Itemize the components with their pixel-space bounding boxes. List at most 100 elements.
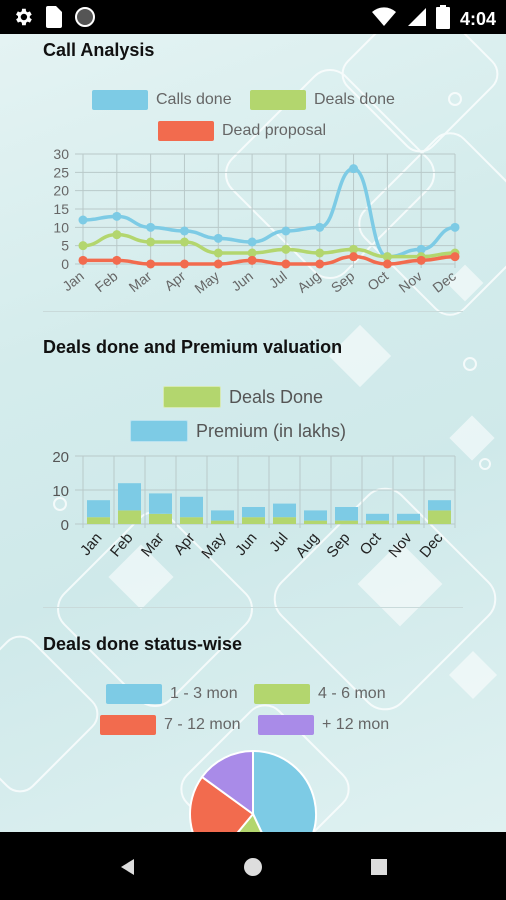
legend-swatch (130, 420, 188, 442)
data-point (179, 226, 189, 236)
battery-icon (435, 5, 450, 34)
data-point (146, 222, 156, 232)
data-point (213, 259, 223, 269)
data-point (281, 226, 291, 236)
legend-label: 1 - 3 mon (170, 685, 238, 702)
bar (304, 510, 327, 521)
bar (242, 507, 265, 518)
bar (149, 493, 172, 514)
legend-premium[interactable]: Premium (in lakhs) (130, 420, 346, 442)
x-tick-label: Jul (266, 530, 291, 556)
data-point (112, 255, 122, 265)
home-button[interactable] (238, 852, 268, 882)
bar (366, 513, 389, 521)
data-point (450, 252, 460, 262)
y-tick-label: 25 (53, 164, 69, 180)
y-tick-label: 10 (52, 483, 69, 500)
y-tick-label: 5 (61, 238, 69, 254)
legend-label: + 12 mon (322, 716, 390, 733)
legend-label: Deals done (314, 91, 395, 108)
bar (335, 507, 358, 521)
x-tick-label: Feb (107, 530, 137, 561)
legend-swatch (258, 715, 314, 735)
call-analysis-title: Call Analysis (43, 40, 155, 60)
legend-12-plus-mon[interactable]: + 12 mon (258, 715, 389, 735)
data-point (146, 259, 156, 269)
legend-1-3-mon[interactable]: 1 - 3 mon (106, 684, 238, 704)
x-tick-label: Nov (396, 268, 425, 296)
data-point (146, 237, 156, 247)
x-tick-label: Sep (323, 530, 353, 561)
y-tick-label: 20 (53, 183, 69, 199)
legend-label: Dead proposal (222, 122, 327, 139)
sim-card-icon (46, 6, 62, 33)
data-point (112, 230, 122, 240)
legend-4-6-mon[interactable]: 4 - 6 mon (254, 684, 386, 704)
x-tick-label: Apr (171, 530, 199, 559)
x-tick-label: Mar (138, 530, 168, 561)
y-tick-label: 30 (53, 146, 69, 162)
status-wise-pie-chart (189, 749, 317, 832)
data-point (247, 248, 257, 258)
x-tick-label: Dec (416, 529, 446, 561)
data-point (382, 252, 392, 262)
home-icon (244, 858, 262, 876)
bar (211, 510, 234, 521)
data-point (416, 255, 426, 265)
back-icon (121, 859, 134, 875)
back-button[interactable] (112, 852, 142, 882)
x-tick-label: Nov (385, 529, 415, 561)
legend-dead-proposal[interactable]: Dead proposal (158, 121, 326, 141)
pie-slice (252, 749, 317, 832)
series-line (82, 166, 456, 259)
x-tick-label: Dec (429, 268, 458, 296)
x-tick-label: May (191, 268, 222, 297)
bar (428, 500, 451, 511)
deals-premium-chart: 0 10 20 Jan Feb Mar Apr May Jun Jul Aug Sep Oct Nov De… (52, 449, 456, 562)
legend-swatch (92, 90, 148, 110)
legend-7-12-mon[interactable]: 7 - 12 mon (100, 715, 240, 735)
bar (397, 513, 420, 521)
data-point (349, 244, 359, 254)
data-point (247, 255, 257, 265)
bar (242, 517, 265, 524)
background-pattern (0, 34, 506, 832)
legend-label: Deals Done (229, 386, 324, 407)
x-tick-label: Jan (77, 530, 106, 559)
bar (304, 520, 327, 524)
legend-swatch (250, 90, 306, 110)
signal-icon (406, 6, 426, 33)
x-tick-label: Jul (266, 268, 290, 292)
data-point (315, 248, 325, 258)
x-tick-label: Aug (292, 530, 322, 561)
bar (87, 517, 110, 524)
wifi-icon (371, 6, 396, 33)
data-point (382, 259, 392, 269)
bar (180, 517, 203, 524)
data-point (450, 222, 460, 232)
legend-deals-done[interactable]: Deals done (250, 90, 395, 110)
data-point (349, 164, 359, 174)
bar (397, 520, 420, 524)
bar (87, 500, 110, 518)
data-point (315, 259, 325, 269)
section-divider (43, 311, 463, 312)
navigation-bar (0, 832, 506, 900)
section-divider (43, 607, 463, 608)
x-tick-label: Aug (294, 268, 323, 296)
legend-deals-done-bar[interactable]: Deals Done (163, 386, 323, 408)
data-point (78, 215, 88, 225)
circle-icon (74, 6, 96, 33)
pie-slice (236, 812, 263, 832)
legend-label: 7 - 12 mon (164, 716, 241, 733)
bar (273, 517, 296, 524)
legend-calls-done[interactable]: Calls done (92, 90, 232, 110)
deals-premium-title: Deals done and Premium valuation (43, 337, 343, 357)
data-point (281, 259, 291, 269)
recents-button[interactable] (364, 852, 394, 882)
legend-swatch (158, 121, 214, 141)
data-point (281, 244, 291, 254)
legend-swatch (100, 715, 156, 735)
dashboard-content[interactable]: Call Analysis Calls done Deals done Dead… (0, 34, 506, 832)
